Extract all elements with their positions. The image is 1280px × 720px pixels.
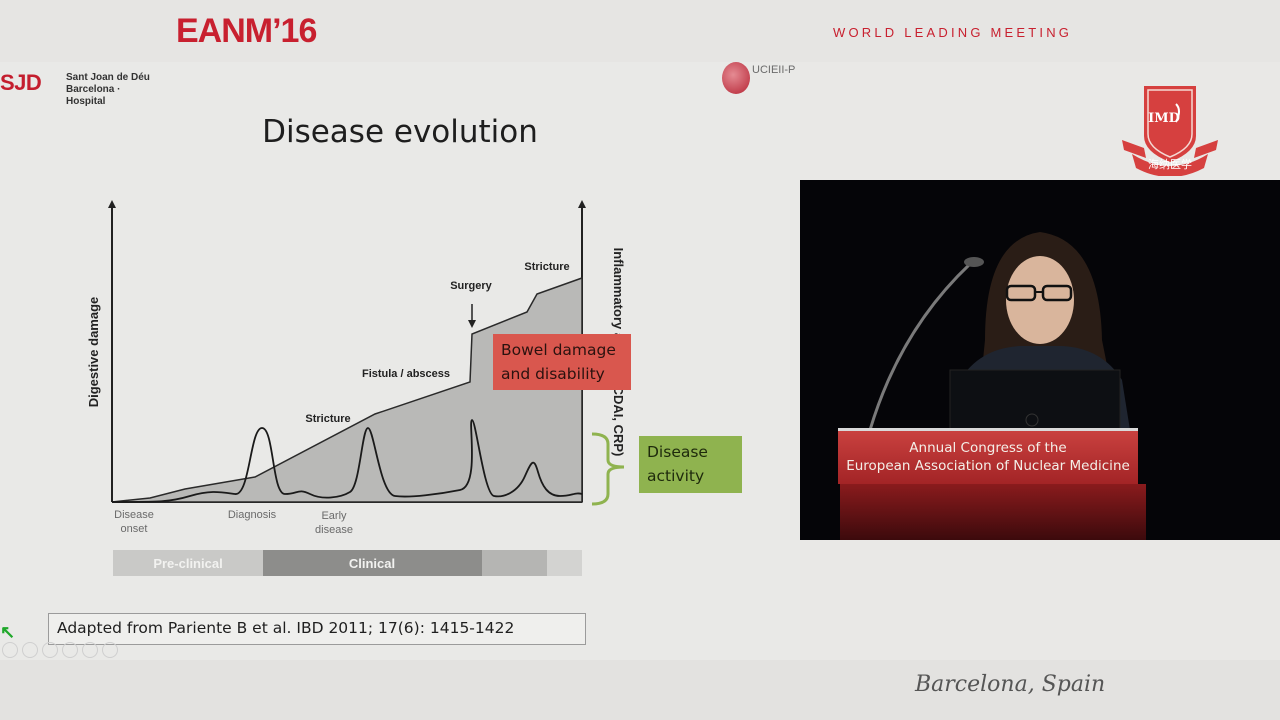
ucieii-logo-text: UCIEII-P	[752, 64, 796, 76]
digestive-damage-area	[111, 276, 583, 503]
emblem-text: IMD	[1148, 111, 1180, 126]
sjd-logo-line2: Barcelona · Hospital	[66, 84, 121, 107]
speaker-figure	[868, 232, 1130, 431]
presentation-slide: SJD Sant Joan de Déu Barcelona · Hospita…	[0, 62, 800, 660]
sjd-logo-line1: Sant Joan de Déu	[66, 72, 150, 83]
phase-preclinical	[113, 550, 263, 576]
phase-segment-4	[547, 550, 582, 576]
zoom-icon[interactable]	[82, 642, 98, 658]
disease-evolution-diagram: Digestive damage Inflammatory activity (…	[86, 200, 626, 576]
laptop	[949, 369, 1121, 431]
citation-box: Adapted from Pariente B et al. IBD 2011;…	[48, 613, 586, 645]
microphone-stand-left	[868, 262, 972, 431]
podium-banner: Annual Congress of the European Associat…	[838, 428, 1138, 484]
x-label-disease-line1: Disease	[114, 509, 154, 521]
x-label-diagnosis: Diagnosis	[228, 509, 277, 521]
event-label-stricture-1: Stricture	[305, 413, 350, 425]
callout-damage-line2: and disability	[501, 365, 605, 383]
podium	[840, 484, 1146, 540]
callout-damage-line1: Bowel damage	[501, 341, 616, 359]
right-axis-arrow	[578, 200, 586, 208]
microphone-icon	[964, 257, 984, 267]
inflammatory-activity-curve	[111, 419, 583, 503]
x-label-early-line1: Early	[321, 510, 347, 522]
sjd-logo-mark: SJD	[0, 70, 42, 95]
phase-clinical	[263, 550, 482, 576]
eanm16-logo: EANM’16	[176, 12, 317, 50]
prev-slide-icon[interactable]	[2, 642, 18, 658]
event-label-surgery: Surgery	[450, 280, 492, 292]
y-axis-left-label: Digestive damage	[86, 297, 101, 408]
phase-label-preclinical: Pre-clinical	[153, 556, 222, 571]
speaker-video: Annual Congress of the European Associat…	[800, 180, 1280, 540]
banner-line2: European Association of Nuclear Medicine	[846, 458, 1130, 474]
play-icon[interactable]	[22, 642, 38, 658]
ucieii-circle-icon	[722, 62, 750, 94]
pen-icon[interactable]	[42, 642, 58, 658]
x-label-early-line2: disease	[315, 524, 353, 536]
imd-emblem-logo: IMD 海纳医学	[1122, 86, 1218, 176]
more-icon[interactable]	[102, 642, 118, 658]
emblem-subtext: 海纳医学	[1148, 157, 1192, 171]
sjd-hospital-logo: SJD Sant Joan de Déu Barcelona · Hospita…	[0, 64, 160, 107]
ucieii-logo: UCIEII-P	[720, 62, 800, 96]
grid-icon[interactable]	[62, 642, 78, 658]
pointer-arrow-icon[interactable]: ↖	[0, 622, 16, 642]
phase-segment-3	[482, 550, 547, 576]
slide-title: Disease evolution	[262, 114, 538, 150]
activity-brace	[591, 432, 625, 506]
phase-label-clinical: Clinical	[349, 556, 395, 571]
top-banner	[0, 0, 1280, 62]
bottom-banner	[0, 660, 1280, 720]
callout-activity-line1: Disease	[647, 443, 708, 461]
event-label-stricture-2: Stricture	[524, 261, 569, 273]
left-axis-arrow	[108, 200, 116, 208]
bowel-damage-callout: Bowel damage and disability	[493, 334, 631, 390]
city-caption: Barcelona, Spain	[915, 672, 1106, 697]
slide-nav-controls	[2, 642, 118, 658]
event-label-fistula: Fistula / abscess	[362, 368, 450, 380]
x-label-disease-line2: onset	[121, 523, 148, 535]
disease-activity-callout: Disease activity	[639, 436, 742, 493]
tagline: WORLD LEADING MEETING	[833, 25, 1073, 40]
callout-activity-line2: activity	[647, 467, 705, 485]
banner-line1: Annual Congress of the	[909, 440, 1067, 456]
speaker-face	[1006, 256, 1074, 344]
